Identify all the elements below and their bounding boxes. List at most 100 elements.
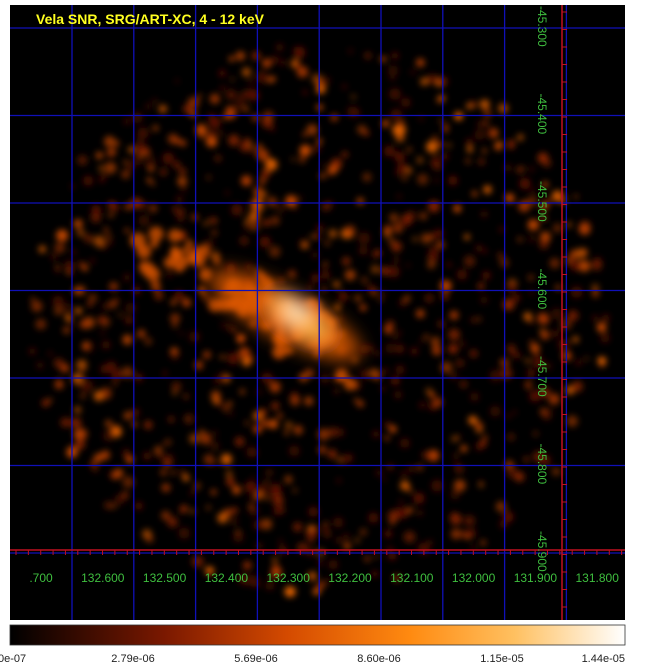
blob: [498, 103, 509, 114]
blob: [334, 388, 339, 394]
blob: [83, 175, 94, 186]
blob: [415, 309, 425, 318]
blob: [182, 474, 190, 482]
blob: [154, 446, 163, 455]
blob: [450, 489, 460, 500]
blob: [83, 233, 94, 244]
blob: [150, 181, 156, 187]
blob: [478, 480, 483, 485]
blob: [183, 413, 196, 425]
blob: [296, 66, 309, 78]
blob: [255, 71, 268, 84]
blob: [342, 256, 351, 266]
blob: [205, 566, 215, 576]
blob: [164, 438, 172, 446]
blob: [406, 147, 412, 153]
blob: [486, 128, 495, 137]
blob: [217, 512, 228, 524]
blob: [264, 495, 270, 501]
blob: [174, 291, 184, 301]
blob: [298, 155, 306, 164]
blob: [337, 458, 342, 463]
colorbar-label: 0e-07: [0, 653, 26, 665]
blob: [79, 392, 86, 400]
blob: [537, 312, 549, 325]
blob: [168, 416, 174, 423]
blob: [144, 337, 153, 346]
blob: [291, 157, 296, 162]
blob: [124, 228, 130, 234]
blob: [358, 245, 368, 255]
blob: [435, 229, 444, 238]
blob: [103, 227, 109, 233]
blob: [220, 322, 226, 329]
blob: [418, 116, 424, 122]
blob: [567, 310, 579, 322]
blob: [205, 135, 218, 148]
blob: [136, 329, 146, 339]
blob: [394, 390, 402, 399]
blob: [433, 397, 443, 407]
blob: [370, 265, 380, 274]
blob: [179, 139, 187, 147]
blob: [602, 314, 610, 322]
blob: [469, 100, 477, 107]
blob: [575, 248, 586, 259]
ra-label: 132.000: [452, 571, 496, 585]
blob: [190, 508, 196, 514]
blob: [124, 453, 130, 460]
blob: [475, 421, 483, 430]
blob: [385, 343, 396, 354]
blob: [230, 517, 238, 525]
blob: [555, 284, 561, 291]
blob: [231, 507, 238, 514]
blob: [219, 69, 226, 77]
blob: [269, 575, 274, 580]
blob: [136, 244, 152, 259]
blob: [105, 233, 112, 240]
blob: [499, 360, 504, 365]
blob: [236, 333, 246, 344]
blob: [344, 225, 356, 236]
blob: [428, 200, 440, 213]
blob: [270, 216, 280, 226]
blob: [384, 435, 390, 441]
blob: [468, 415, 478, 425]
dec-label: -45.700: [535, 356, 549, 397]
blob: [527, 274, 535, 281]
blob: [552, 330, 560, 338]
blob: [434, 177, 440, 183]
blob: [178, 468, 187, 477]
blob: [142, 529, 152, 539]
blob: [244, 420, 250, 426]
blob: [353, 397, 359, 404]
blob: [453, 204, 462, 213]
blob: [357, 400, 364, 408]
blob: [591, 290, 600, 298]
blob: [477, 282, 485, 290]
blob: [347, 48, 354, 54]
blob: [241, 175, 252, 187]
blob: [381, 119, 390, 128]
blob: [202, 350, 211, 359]
blob: [269, 381, 281, 393]
colorbar-label: 2.79e-06: [111, 653, 154, 665]
blob: [203, 221, 208, 226]
blob: [48, 397, 53, 403]
blob: [397, 125, 407, 134]
blob: [533, 431, 539, 437]
blob: [437, 320, 446, 329]
blob: [172, 390, 178, 396]
blob: [176, 266, 183, 273]
blob: [101, 340, 111, 349]
blob: [82, 342, 89, 350]
blob: [232, 485, 241, 495]
blob: [600, 333, 610, 343]
blob: [306, 547, 315, 557]
blob: [189, 433, 200, 444]
blob: [336, 538, 342, 543]
blob: [292, 522, 303, 532]
blob: [112, 472, 119, 480]
blob: [362, 172, 372, 182]
blob: [465, 158, 471, 164]
